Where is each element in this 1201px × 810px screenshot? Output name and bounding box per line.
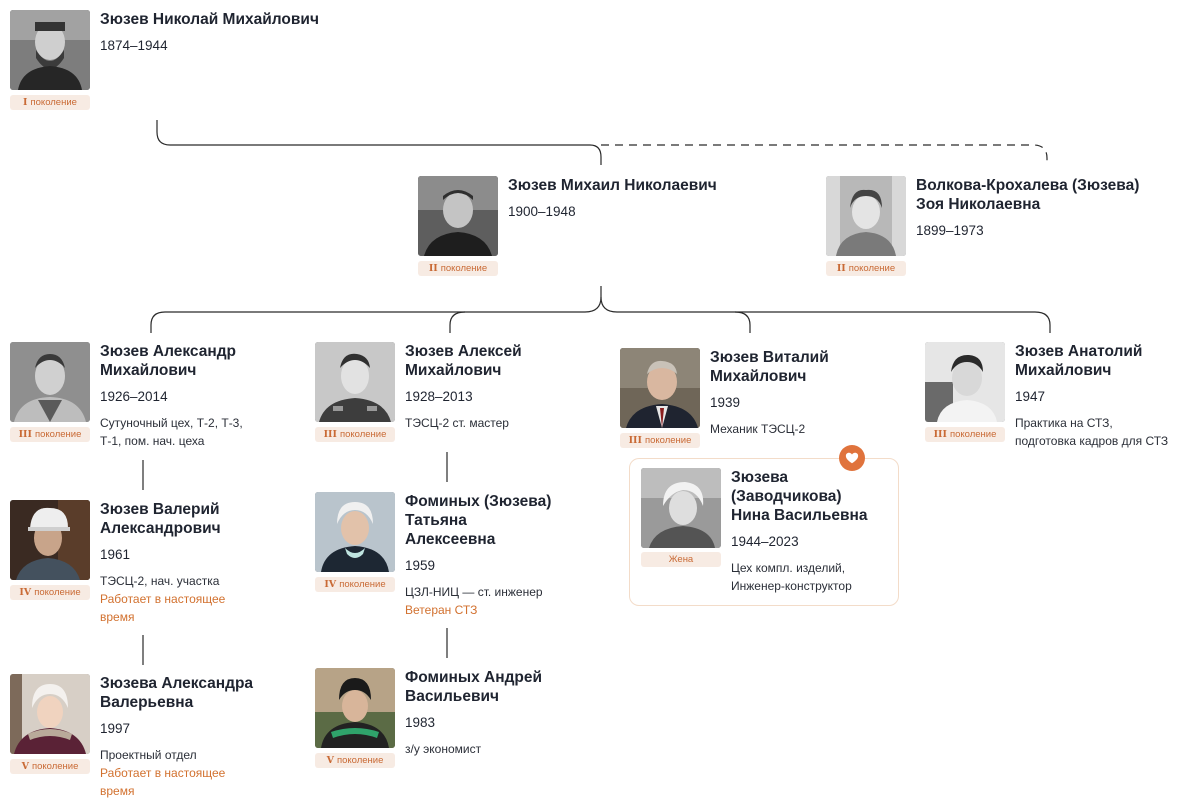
person-name: Фоминых (Зюзева): [405, 493, 552, 510]
person-name: Татьяна: [405, 512, 467, 529]
person-note: Проектный отдел Работает в настоящее вре…: [100, 746, 253, 800]
person-name: Михайлович: [405, 362, 502, 379]
generation-badge: IV поколение: [10, 585, 90, 600]
person-name: Зюзев Анатолий: [1015, 343, 1143, 360]
person-years: 1939: [710, 395, 741, 410]
person-note: ЦЗЛ-НИЦ — ст. инженер Ветеран СТЗ: [405, 583, 551, 619]
person-note: ТЭСЦ-2 ст. мастер: [405, 416, 509, 430]
role-badge: Жена: [641, 552, 721, 567]
person-name: Михайлович: [710, 368, 807, 385]
person-name: Волкова-Крохалева (Зюзева): [916, 177, 1140, 194]
status-text: время: [100, 784, 135, 798]
generation-badge: II поколение: [418, 261, 498, 276]
status-text: Работает в настоящее: [100, 592, 226, 606]
person-name: Нина Васильевна: [731, 507, 868, 524]
status-text: Ветеран СТЗ: [405, 603, 478, 617]
person-photo-mikhail: [418, 176, 498, 256]
person-name: Алексеевна: [405, 531, 496, 548]
person-photo-nikolay: [10, 10, 90, 90]
person-name: Зюзев Александр: [100, 343, 237, 360]
person-note: ТЭСЦ-2, нач. участка Работает в настояще…: [100, 574, 226, 624]
person-name: Михайлович: [100, 362, 197, 379]
status-text: время: [100, 610, 135, 624]
person-name: Зюзев Виталий: [710, 349, 829, 366]
connector-children: [150, 286, 602, 333]
person-name: Валерьевна: [100, 694, 194, 711]
person-photo-anatoliy: [925, 342, 1005, 422]
person-note: Практика на СТЗ, подготовка кадров для С…: [1015, 416, 1169, 448]
person-name: Михайлович: [1015, 362, 1112, 379]
heart-icon: [839, 445, 865, 471]
person-years: 1900–1948: [508, 204, 576, 219]
connector-root: [156, 120, 602, 165]
person-photo-vitaliy: [620, 348, 700, 428]
person-name: Зюзева: [731, 469, 789, 486]
person-photo-valeriy: [10, 500, 90, 580]
person-photo-nina: [641, 468, 721, 548]
person-photo-tatyana: [315, 492, 395, 572]
connector-child-2: [449, 311, 466, 333]
person-note: Сутуночный цех, Т-2, Т-3, Т-1, пом. нач.…: [100, 416, 243, 448]
generation-badge: III поколение: [10, 427, 90, 442]
person-name: (Заводчикова): [731, 488, 842, 505]
person-photo-aleksey: [315, 342, 395, 422]
person-years: 1983: [405, 715, 436, 730]
generation-badge: II поколение: [826, 261, 906, 276]
person-name: Зюзев Валерий: [100, 501, 220, 518]
connector-spouse-dashed: [601, 144, 1048, 165]
person-name: Фоминых Андрей: [405, 669, 543, 686]
generation-badge: III поколение: [315, 427, 395, 442]
person-years: 1961: [100, 547, 131, 562]
person-photo-andrey: [315, 668, 395, 748]
person-photo-aleksandr: [10, 342, 90, 422]
status-text: Работает в настоящее: [100, 766, 226, 780]
person-name: Зюзева Александра: [100, 675, 254, 692]
person-photo-aleksandra: [10, 674, 90, 754]
person-name: Зюзев Николай Михайлович: [100, 11, 319, 28]
person-years: 1926–2014: [100, 389, 168, 404]
person-years: 1997: [100, 721, 131, 736]
person-years: 1947: [1015, 389, 1046, 404]
person-years: 1899–1973: [916, 223, 984, 238]
generation-badge: III поколение: [925, 427, 1005, 442]
person-name: Васильевич: [405, 688, 500, 705]
generation-badge: III поколение: [620, 433, 700, 448]
person-name: Александрович: [100, 520, 221, 537]
person-note: Механик ТЭСЦ-2: [710, 422, 806, 436]
person-years: 1959: [405, 558, 436, 573]
person-years: 1944–2023: [731, 534, 799, 549]
connector-child-3: [734, 311, 751, 333]
person-years: 1874–1944: [100, 38, 168, 53]
person-years: 1928–2013: [405, 389, 473, 404]
generation-badge: IV поколение: [315, 577, 395, 592]
person-note: Цех компл. изделий, Инженер-конструктор: [731, 561, 852, 593]
person-name: Зоя Николаевна: [916, 196, 1041, 213]
person-photo-zoya: [826, 176, 906, 256]
person-name: Зюзев Алексей: [405, 343, 522, 360]
person-note: з/у экономист: [405, 742, 482, 756]
person-name: Зюзев Михаил Николаевич: [508, 177, 717, 194]
connector-children-right: [600, 296, 1051, 333]
